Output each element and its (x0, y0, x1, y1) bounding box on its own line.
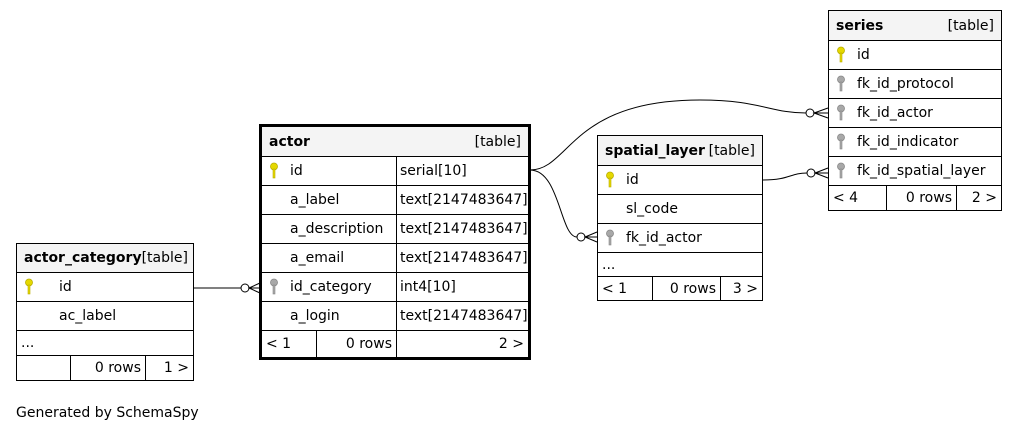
relation-end-crowfoot (812, 107, 829, 119)
table-kind: [table] (708, 142, 755, 159)
column-row[interactable]: id (598, 166, 762, 195)
table-footer: < 4 0 rows 2 > (829, 186, 1001, 210)
column-row[interactable]: a_description text[2147483647] (262, 215, 528, 244)
table-header: series [table] (829, 11, 1001, 41)
column-name: id (626, 172, 639, 188)
children-count[interactable]: 2 > (971, 190, 997, 206)
parents-count[interactable]: < 1 (262, 331, 317, 357)
table-kind: [table] (474, 133, 521, 150)
column-row[interactable]: fk_id_indicator (829, 128, 1001, 157)
parents-count[interactable]: < 1 (598, 277, 653, 300)
parents-count[interactable]: < 4 (829, 186, 887, 210)
primary-key-icon (829, 46, 853, 64)
column-row[interactable]: id serial[10] (262, 157, 528, 186)
relation-end-crowfoot (247, 282, 261, 294)
column-name: fk_id_actor (857, 105, 933, 121)
foreign-key-icon (829, 162, 853, 180)
column-row[interactable]: sl_code (598, 195, 762, 224)
foreign-key-icon (598, 229, 622, 247)
relation-end-crowfoot (583, 231, 598, 243)
column-row[interactable]: fk_id_spatial_layer (829, 157, 1001, 186)
column-type: int4[10] (396, 273, 528, 301)
relation-end-crowfoot (813, 167, 829, 179)
more-columns-ellipsis: ... (598, 253, 762, 277)
table-header: spatial_layer [table] (598, 136, 762, 166)
column-name: a_description (290, 221, 384, 237)
table-footer: < 1 0 rows 2 > (262, 331, 528, 357)
table-spatial-layer[interactable]: spatial_layer [table] id sl_code fk_id_a… (597, 135, 763, 301)
foreign-key-icon (829, 104, 853, 122)
table-header: actor [table] (262, 127, 528, 157)
primary-key-icon (598, 171, 622, 189)
table-kind: [table] (947, 17, 994, 34)
column-row[interactable]: id (17, 273, 193, 302)
column-name: fk_id_indicator (857, 134, 959, 150)
row-count: 0 rows (71, 356, 146, 380)
primary-key-icon (17, 278, 41, 296)
table-name: series (836, 17, 884, 34)
table-header: actor_category [table] (17, 244, 193, 273)
column-row[interactable]: id_category int4[10] (262, 273, 528, 302)
column-type: text[2147483647] (396, 186, 528, 214)
column-name: a_email (290, 250, 345, 266)
table-actor-category[interactable]: actor_category [table] id ac_label ... 0… (16, 243, 194, 381)
table-footer: < 1 0 rows 3 > (598, 277, 762, 300)
column-row[interactable]: fk_id_protocol (829, 70, 1001, 99)
column-name: id (59, 279, 72, 295)
table-kind: [table] (141, 250, 188, 266)
table-footer: 0 rows 1 > (17, 356, 193, 380)
foreign-key-icon (829, 133, 853, 151)
table-name: spatial_layer (605, 142, 705, 159)
row-count: 0 rows (653, 277, 721, 300)
parents-count[interactable] (17, 356, 71, 380)
generated-by-note: Generated by SchemaSpy (16, 405, 199, 421)
relation-actor-to-spatial-layer (529, 169, 578, 238)
column-name: a_label (290, 192, 340, 208)
primary-key-icon (262, 162, 286, 180)
column-row[interactable]: a_label text[2147483647] (262, 186, 528, 215)
column-row[interactable]: a_email text[2147483647] (262, 244, 528, 273)
column-name: id (290, 163, 303, 179)
column-row[interactable]: fk_id_actor (829, 99, 1001, 128)
column-row[interactable]: fk_id_actor (598, 224, 762, 253)
children-count[interactable]: 1 > (163, 360, 189, 376)
foreign-key-icon (262, 278, 286, 296)
column-row[interactable]: a_login text[2147483647] (262, 302, 528, 331)
relation-actor-to-series (529, 99, 807, 171)
column-name: fk_id_protocol (857, 76, 954, 92)
column-type: serial[10] (396, 157, 528, 185)
column-row[interactable]: ac_label (17, 302, 193, 331)
column-name: sl_code (626, 201, 678, 217)
column-type: text[2147483647] (396, 244, 528, 272)
column-name: fk_id_actor (626, 230, 702, 246)
more-columns-ellipsis: ... (17, 331, 193, 356)
table-series[interactable]: series [table] id fk_id_protocol fk_id_a… (828, 10, 1002, 211)
table-name: actor_category (24, 250, 142, 266)
table-name: actor (269, 133, 310, 150)
column-type: text[2147483647] (396, 302, 528, 330)
column-row[interactable]: id (829, 41, 1001, 70)
column-name: a_login (290, 308, 340, 324)
column-name: id_category (290, 279, 372, 295)
column-type: text[2147483647] (396, 215, 528, 243)
table-actor[interactable]: actor [table] id serial[10] a_label text… (259, 124, 531, 360)
row-count: 0 rows (317, 331, 397, 357)
column-name: fk_id_spatial_layer (857, 163, 986, 179)
column-name: id (857, 47, 870, 63)
row-count: 0 rows (887, 186, 957, 210)
children-count[interactable]: 2 > (498, 336, 524, 352)
children-count[interactable]: 3 > (732, 280, 758, 297)
foreign-key-icon (829, 75, 853, 93)
relation-spatial-layer-to-series (762, 172, 808, 181)
column-name: ac_label (59, 308, 117, 324)
